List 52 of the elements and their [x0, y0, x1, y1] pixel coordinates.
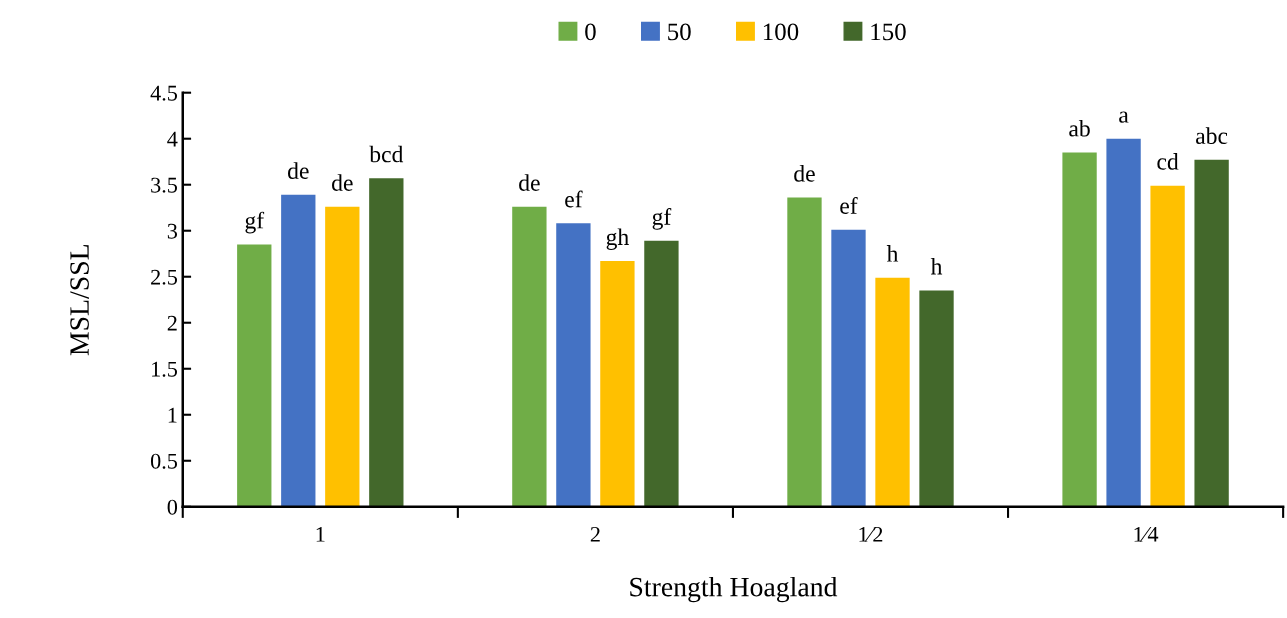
x-axis-title: Strength Hoagland	[630, 576, 838, 603]
data-label: gh	[606, 228, 629, 250]
y-tick-label: 2.5	[151, 269, 178, 285]
bar	[512, 206, 547, 507]
data-label: abc	[1196, 127, 1228, 144]
data-label: de	[288, 162, 309, 179]
x-tick-label: 1⁄2	[859, 526, 883, 542]
legend-label: 150	[871, 23, 906, 41]
y-axis-title: MSL/SSL	[70, 245, 89, 356]
bar	[644, 240, 679, 507]
bar	[787, 197, 822, 507]
x-tick-label: 2	[590, 526, 600, 542]
y-tick-label: 4.5	[150, 85, 178, 101]
bar	[1150, 185, 1185, 507]
y-tick-label: 3.5	[151, 177, 178, 193]
bar	[831, 229, 866, 507]
legend-label: 100	[763, 23, 799, 41]
y-tick-label: 1	[168, 407, 177, 423]
data-label: cd	[1157, 153, 1179, 170]
bar	[556, 223, 591, 507]
bar	[875, 277, 910, 507]
data-label: bcd	[369, 145, 404, 163]
bar	[237, 244, 272, 507]
data-label: de	[332, 174, 353, 191]
x-tick-label: 1⁄4	[1134, 526, 1159, 542]
y-tick-label: 0	[167, 499, 178, 515]
y-tick-label: 3	[167, 223, 178, 239]
y-tick-label: 1.5	[152, 361, 178, 377]
legend-label: 0	[585, 23, 596, 41]
data-label: de	[794, 165, 815, 182]
data-label: ab	[1069, 119, 1090, 137]
bar	[600, 261, 635, 507]
y-tick-label: 2	[167, 315, 177, 331]
bar	[281, 194, 316, 507]
bar	[1062, 152, 1097, 507]
bar	[369, 178, 404, 507]
data-label: ef	[840, 197, 858, 214]
bar	[1194, 159, 1229, 507]
bar	[325, 206, 360, 507]
x-tick-label: 1	[316, 526, 325, 542]
data-label: gf	[245, 211, 265, 234]
y-tick-label: 4	[167, 131, 178, 147]
data-label: h	[886, 245, 899, 262]
legend-label: 50	[668, 23, 691, 41]
data-label: de	[519, 174, 540, 191]
data-label: ef	[565, 190, 583, 208]
data-label: h	[930, 258, 943, 275]
data-label: a	[1119, 111, 1129, 123]
y-tick-label: 0.5	[150, 453, 178, 469]
bar	[919, 290, 954, 507]
data-label: gf	[652, 208, 672, 230]
bar	[1106, 138, 1141, 507]
